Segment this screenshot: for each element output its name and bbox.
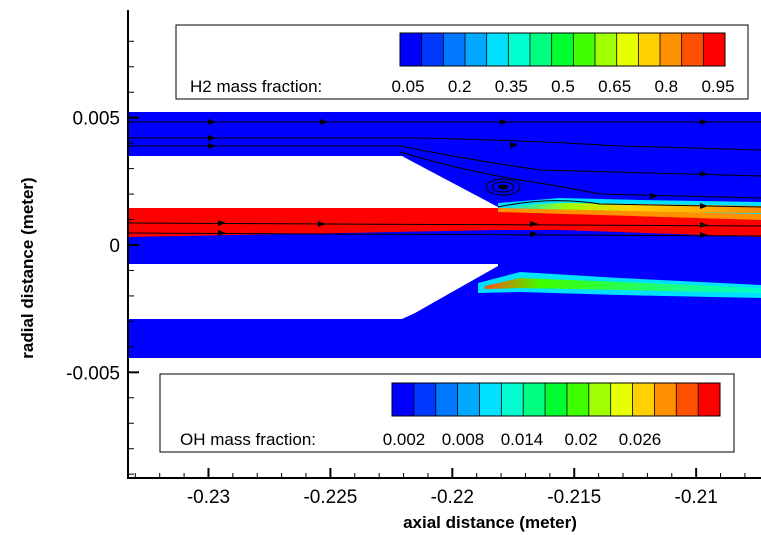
colorbar-swatch [551, 33, 574, 66]
recirculation-eddy [485, 178, 521, 196]
colorbar-tick-label: 0.8 [655, 77, 679, 96]
colorbar-swatch [698, 383, 721, 416]
colorbar-swatch [435, 383, 459, 416]
colorbar-swatch [421, 33, 444, 66]
colorbar-swatch [413, 383, 437, 416]
arrow [700, 222, 708, 228]
oh-legend: OH mass fraction: 0.002 0.008 0.014 0.02 0.0… [159, 373, 735, 453]
colorbar-swatch [501, 383, 524, 416]
colorbar-swatch [457, 383, 480, 416]
colorbar-swatch [486, 33, 509, 66]
colorbar-swatch [508, 33, 531, 66]
colorbar-swatch [660, 33, 683, 66]
recirculation-eddy-center [498, 184, 508, 190]
y-tick-label: 0 [109, 236, 120, 257]
arrow [320, 119, 328, 125]
colorbar-tick-label: 0.65 [598, 77, 631, 96]
colorbar-swatch [530, 33, 553, 66]
colorbar-tick-label: 0.026 [619, 430, 662, 449]
y-ticks: 0.005 0 -0.005 [66, 40, 139, 475]
arrow [218, 230, 226, 236]
arrow [700, 119, 708, 125]
lower-wall [128, 264, 498, 319]
colorbar-swatch [573, 33, 596, 66]
colorbar-tick-label: 0.002 [383, 430, 426, 449]
arrow [700, 232, 708, 238]
colorbar-tick-label: 0.35 [495, 77, 528, 96]
colorbar-swatch [616, 33, 639, 66]
arrow [530, 221, 538, 227]
colorbar-tick-label: 0.008 [442, 430, 485, 449]
colorbar-swatch [392, 383, 415, 416]
oh-colorbar-ticks: 0.002 0.008 0.014 0.02 0.026 [383, 430, 662, 449]
y-tick-label: -0.005 [66, 363, 120, 384]
colorbar-swatch [479, 383, 502, 416]
colorbar-swatch [588, 383, 612, 416]
hydrogen-jet [128, 208, 761, 237]
streamline [128, 145, 761, 177]
colorbar-swatch [681, 33, 704, 66]
arrow [530, 231, 538, 237]
x-tick-label: -0.22 [431, 487, 474, 508]
colorbar-frame [399, 32, 726, 67]
streamline-arrows [208, 119, 708, 238]
colorbar-swatch [676, 383, 699, 416]
core-edge [498, 208, 761, 220]
colorbar-swatch [654, 383, 677, 416]
arrow [700, 171, 708, 177]
colorbar-swatch [595, 33, 618, 66]
recirculation-eddy-inner [491, 181, 515, 193]
colorbar-swatch [703, 33, 726, 66]
x-axis-title: axial distance (meter) [403, 513, 577, 532]
colorbar-swatch [632, 383, 655, 416]
arrow [208, 143, 216, 149]
colorbar-tick-label: 0.5 [551, 77, 575, 96]
lower-mixing-inner [485, 278, 761, 293]
oh-colorbar [391, 382, 721, 417]
colorbar-tick-label: 0.05 [391, 77, 424, 96]
colorbar-swatch [638, 33, 661, 66]
colorbar-swatch [545, 383, 568, 416]
x-tick-label: -0.225 [303, 487, 357, 508]
colorbar-tick-label: 0.2 [448, 77, 472, 96]
colorbar-swatch [400, 33, 423, 66]
colorbar-tick-label: 0.02 [564, 430, 597, 449]
oh-legend-title: OH mass fraction: [180, 430, 316, 449]
arrow [218, 220, 226, 226]
colorbar-tick-label: 0.014 [501, 430, 544, 449]
flow-field [128, 112, 761, 358]
y-tick-label: 0.005 [72, 109, 120, 130]
colorbar-frame [391, 382, 721, 417]
y-axis-title: radial distance (meter) [18, 177, 37, 358]
h2-colorbar-ticks: 0.05 0.2 0.35 0.5 0.65 0.8 0.95 [391, 77, 734, 96]
colorbar-tick-label: 0.95 [701, 77, 734, 96]
colorbar-swatch [523, 383, 546, 416]
streamline [399, 151, 761, 199]
x-ticks: -0.23 -0.225 -0.22 -0.215 -0.21 [134, 468, 746, 508]
x-tick-label: -0.23 [187, 487, 230, 508]
streamline [128, 232, 761, 237]
x-tick-label: -0.21 [675, 487, 718, 508]
arrow [650, 193, 658, 199]
streamline [497, 200, 761, 208]
x-tick-label: -0.215 [547, 487, 601, 508]
arrow [318, 221, 326, 227]
arrow [208, 135, 216, 141]
h2-colorbar [399, 32, 726, 67]
arrow [700, 203, 708, 209]
arrow [208, 119, 216, 125]
colorbar-swatch [566, 383, 590, 416]
streamline [128, 137, 761, 151]
colorbar-swatch [443, 33, 466, 66]
colorbar-swatch [465, 33, 488, 66]
arrow [510, 142, 518, 148]
streamlines [128, 121, 761, 237]
arrow [500, 119, 508, 125]
h2-legend: H2 mass fraction: 0.05 0.2 0.35 0.5 0.65 0.8 0… [175, 24, 749, 100]
streamline [128, 222, 761, 227]
upper-wall [128, 156, 498, 208]
h2-legend-title: H2 mass fraction: [190, 77, 322, 96]
colorbar-swatch [610, 383, 634, 416]
